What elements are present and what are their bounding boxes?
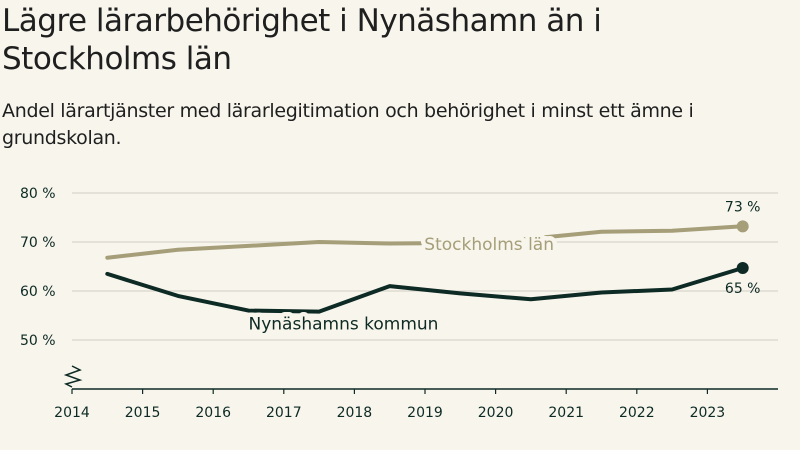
x-tick-label: 2021 bbox=[548, 405, 584, 421]
x-tick-label: 2015 bbox=[125, 405, 161, 421]
y-axis-tick-labels: 50 % 60 % 70 % 80 % bbox=[20, 186, 56, 349]
x-tick-label: 2020 bbox=[478, 405, 514, 421]
x-tick-label: 2018 bbox=[337, 405, 373, 421]
series-lines bbox=[105, 220, 749, 314]
y-tick-label: 50 % bbox=[20, 333, 56, 349]
chart-title: Lägre lärarbehörighet i Nynäshamn än i S… bbox=[2, 3, 602, 77]
end-value-label: 73 % bbox=[725, 199, 761, 215]
x-axis-tick-labels: 2014 2015 2016 2017 2018 2019 2020 2021 2022 2023 bbox=[54, 389, 725, 421]
chart-subtitle: Andel lärartjänster med lärarlegitimatio… bbox=[2, 100, 694, 149]
x-tick-label: 2016 bbox=[195, 405, 231, 421]
y-tick-label: 80 % bbox=[20, 186, 56, 202]
x-tick-label: 2019 bbox=[407, 405, 443, 421]
x-tick-label: 2014 bbox=[54, 405, 90, 421]
data-point-1-9 bbox=[736, 261, 749, 274]
axis-break-icon bbox=[63, 365, 83, 388]
x-tick-label: 2017 bbox=[266, 405, 302, 421]
series-line-0 bbox=[105, 224, 745, 260]
x-tick-label: 2022 bbox=[619, 405, 655, 421]
x-axis bbox=[63, 365, 778, 390]
end-value-label: 65 % bbox=[725, 281, 761, 297]
y-tick-label: 60 % bbox=[20, 284, 56, 300]
series-labels: 73 % Stockholms län 65 % Nynäshamns kommun bbox=[244, 199, 761, 339]
data-point-0-9 bbox=[736, 220, 749, 233]
y-tick-label: 70 % bbox=[20, 235, 56, 251]
x-tick-label: 2023 bbox=[690, 405, 726, 421]
series-line-1 bbox=[105, 266, 745, 314]
series-name-label: Stockholms län bbox=[424, 235, 554, 255]
series-name-label: Nynäshamns kommun bbox=[249, 315, 439, 335]
